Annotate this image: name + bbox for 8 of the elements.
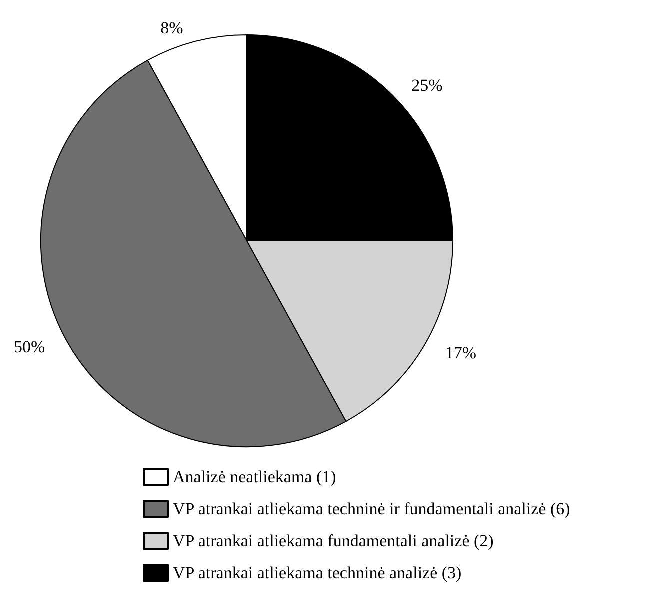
legend-label: VP atrankai atliekama techninė ir fundamentali analizė (6): [173, 500, 570, 518]
legend-label: VP atrankai atliekama fundamentali analizė (2): [173, 532, 494, 550]
legend-label: Analizė neatliekama (1): [173, 468, 336, 486]
data-label: 25%: [412, 76, 443, 95]
legend-label: VP atrankai atliekama techninė analizė (3): [173, 564, 462, 582]
data-label: 50%: [14, 337, 46, 356]
data-label: 17%: [445, 343, 477, 362]
data-label: 8%: [160, 18, 184, 38]
